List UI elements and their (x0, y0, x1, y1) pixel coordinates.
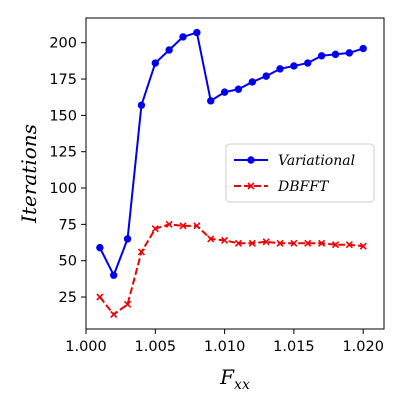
data-point-dbfft (137, 248, 146, 256)
data-point-variational (345, 49, 354, 57)
data-point-variational (317, 52, 326, 60)
y-tick-label: 125 (49, 145, 77, 161)
data-point-variational (290, 62, 298, 70)
y-tick-label: 150 (49, 108, 77, 124)
data-point-dbfft (262, 238, 270, 246)
data-point-dbfft (124, 300, 132, 308)
legend-label-variational: Variational (278, 153, 355, 169)
data-point-dbfft (345, 241, 353, 249)
x-marker-stroke (345, 241, 353, 249)
data-point-dbfft (234, 239, 243, 247)
x-tick-label: 1.010 (204, 339, 246, 355)
x-marker-stroke (331, 241, 340, 249)
legend-item-dbfft: DBFFT (234, 179, 330, 195)
data-point-dbfft (221, 236, 229, 244)
data-point-dbfft (110, 310, 118, 319)
data-point-variational (331, 50, 340, 59)
data-point-variational (304, 59, 312, 67)
y-tick-label: 25 (59, 290, 77, 306)
data-point-variational (179, 33, 187, 41)
data-point-dbfft (179, 222, 187, 230)
x-marker-stroke (137, 248, 146, 256)
x-marker-stroke (207, 235, 215, 243)
legend-item-variational: Variational (234, 153, 355, 169)
y-tick-label: 75 (59, 217, 77, 233)
x-marker-stroke (304, 239, 312, 247)
plot-area (85, 17, 385, 330)
data-point-variational (165, 46, 173, 54)
x-tick-label: 1.015 (273, 339, 315, 355)
data-point-dbfft (207, 235, 215, 243)
data-point-variational (110, 271, 118, 279)
x-marker-stroke (262, 238, 270, 246)
legend: Variational DBFFT (225, 143, 375, 203)
x-axis-title: Fxx (219, 365, 250, 393)
x-tick-label: 1.000 (65, 339, 107, 355)
y-tick-label: 175 (49, 72, 77, 88)
x-marker-stroke (151, 225, 159, 233)
x-tick-label: 1.020 (342, 339, 384, 355)
data-point-variational (248, 78, 257, 86)
data-point-variational (123, 235, 132, 243)
series-line-dbfft (99, 223, 364, 316)
y-tick-label: 200 (49, 36, 77, 52)
x-tick-label: 1.005 (135, 339, 177, 355)
x-marker-stroke (234, 239, 243, 247)
data-point-variational (207, 97, 215, 105)
data-point-dbfft (304, 239, 312, 247)
data-point-dbfft (248, 239, 256, 247)
x-marker-stroke (179, 222, 187, 230)
legend-box (225, 143, 375, 203)
data-point-dbfft (359, 242, 367, 250)
legend-label-dbfft: DBFFT (277, 179, 330, 195)
x-marker-stroke (248, 239, 256, 247)
data-point-variational (193, 28, 201, 37)
x-marker-stroke (359, 242, 367, 250)
x-marker-stroke (290, 239, 298, 247)
x-marker-stroke (318, 239, 326, 247)
data-point-variational (359, 44, 367, 53)
data-point-variational (276, 65, 284, 73)
data-point-dbfft (290, 239, 298, 247)
x-marker-stroke (165, 220, 173, 228)
y-tick-label: 50 (59, 254, 77, 270)
data-point-variational (234, 85, 243, 93)
data-point-dbfft (318, 239, 326, 247)
data-point-variational (96, 243, 104, 252)
legend-marker-dbfft (247, 182, 255, 190)
x-marker-stroke (110, 310, 118, 319)
data-point-variational (151, 59, 160, 67)
data-point-dbfft (165, 220, 173, 228)
legend-marker-variational (247, 156, 255, 164)
y-axis: 25 50 75 100 125 150 175 200 (49, 36, 86, 306)
data-point-dbfft (331, 241, 340, 249)
y-tick-label: 100 (49, 181, 77, 197)
data-point-dbfft (276, 239, 284, 247)
series-dbfft (96, 220, 367, 319)
x-marker-stroke (124, 300, 132, 308)
x-marker-stroke (276, 239, 284, 247)
data-point-variational (262, 72, 270, 80)
x-marker-stroke (193, 222, 201, 230)
data-point-variational (220, 88, 229, 96)
data-point-dbfft (96, 293, 104, 301)
plot-frame (85, 17, 385, 330)
data-point-dbfft (151, 225, 159, 233)
data-point-dbfft (193, 222, 201, 230)
series-variational (96, 28, 367, 279)
x-marker-stroke (247, 182, 255, 190)
x-marker-stroke (96, 293, 104, 301)
x-axis-title-subscript: xx (234, 377, 250, 393)
x-axis: 1.000 1.005 1.010 1.015 1.020 (65, 329, 384, 355)
y-axis-title: Iterations (17, 124, 41, 224)
data-point-variational (137, 101, 146, 109)
x-marker-stroke (221, 236, 229, 244)
